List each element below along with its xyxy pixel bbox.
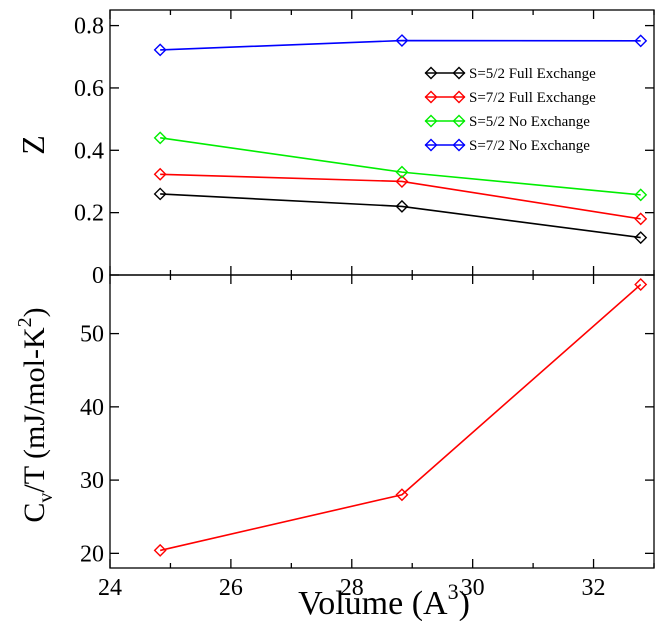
- x-tick-label: 26: [219, 575, 243, 601]
- y-tick-label: 50: [80, 322, 104, 348]
- series-line: [160, 137, 641, 196]
- legend-label: S=5/2 No Exchange: [469, 114, 590, 130]
- series-line: [159, 283, 642, 552]
- bottom-y-axis-title: Cv/T (mJ/mol-K2): [14, 307, 57, 522]
- data-point: [395, 199, 409, 213]
- data-point: [395, 488, 409, 502]
- series-line: [160, 173, 641, 220]
- series-line: [160, 39, 641, 51]
- legend-label: S=5/2 Full Exchange: [469, 66, 596, 82]
- data-point: [395, 165, 409, 179]
- plot-frame: [109, 274, 655, 569]
- data-point: [634, 188, 648, 202]
- x-axis-title: Volume (A3): [298, 579, 470, 621]
- bottom-y-axis-title-sup: 2: [14, 317, 36, 327]
- y-tick-label: 0: [92, 263, 104, 289]
- x-axis-title-sup: 3: [448, 579, 459, 604]
- y-tick-label: 30: [80, 468, 104, 494]
- legend-label: S=7/2 Full Exchange: [469, 90, 596, 106]
- data-point: [153, 187, 167, 201]
- data-point: [395, 34, 409, 48]
- y-tick-label: 20: [80, 541, 104, 567]
- data-point: [153, 543, 167, 557]
- bottom-y-axis-title-main: C: [18, 503, 51, 523]
- top-panel: 0 0.2 0.4 0.6 0.8 S=5/2 Full Exchange S=7/2 Fu…: [74, 9, 655, 289]
- data-point: [153, 43, 167, 57]
- x-tick-label: 24: [98, 575, 122, 601]
- x-axis-title-end: ): [459, 585, 470, 621]
- series-line: [160, 193, 641, 239]
- legend-marker: [452, 66, 466, 80]
- x-axis-title-main: Volume (A: [298, 585, 448, 621]
- top-y-axis-title: Z: [15, 135, 51, 155]
- legend-marker: [424, 90, 438, 104]
- legend-label: S=7/2 No Exchange: [469, 138, 590, 154]
- data-point: [153, 131, 167, 145]
- x-tick-label: 30: [461, 575, 485, 601]
- y-tick-label: 40: [80, 395, 104, 421]
- data-point: [634, 278, 648, 292]
- bottom-panel: 20 30 40 50 24 26 28 30 32: [80, 274, 655, 601]
- y-tick-label: 0.6: [74, 76, 104, 102]
- legend-marker: [452, 114, 466, 128]
- data-point: [634, 34, 648, 48]
- bottom-y-axis-title-rest: /T (mJ/mol-K: [18, 327, 51, 493]
- legend-marker: [424, 138, 438, 152]
- legend-marker: [452, 138, 466, 152]
- data-point: [395, 174, 409, 188]
- bottom-y-axis-title-end: ): [18, 307, 51, 317]
- y-tick-label: 0.4: [74, 138, 104, 164]
- data-point: [634, 212, 648, 226]
- legend-marker: [424, 114, 438, 128]
- bottom-y-axis-title-sub: v: [35, 493, 57, 503]
- legend-marker: [452, 90, 466, 104]
- y-tick-label: 0.2: [74, 201, 104, 227]
- x-tick-label: 28: [340, 575, 364, 601]
- data-point: [153, 167, 167, 181]
- x-tick-label: 32: [582, 575, 606, 601]
- legend-marker: [424, 66, 438, 80]
- y-tick-label: 0.8: [74, 14, 104, 40]
- data-point: [634, 231, 648, 245]
